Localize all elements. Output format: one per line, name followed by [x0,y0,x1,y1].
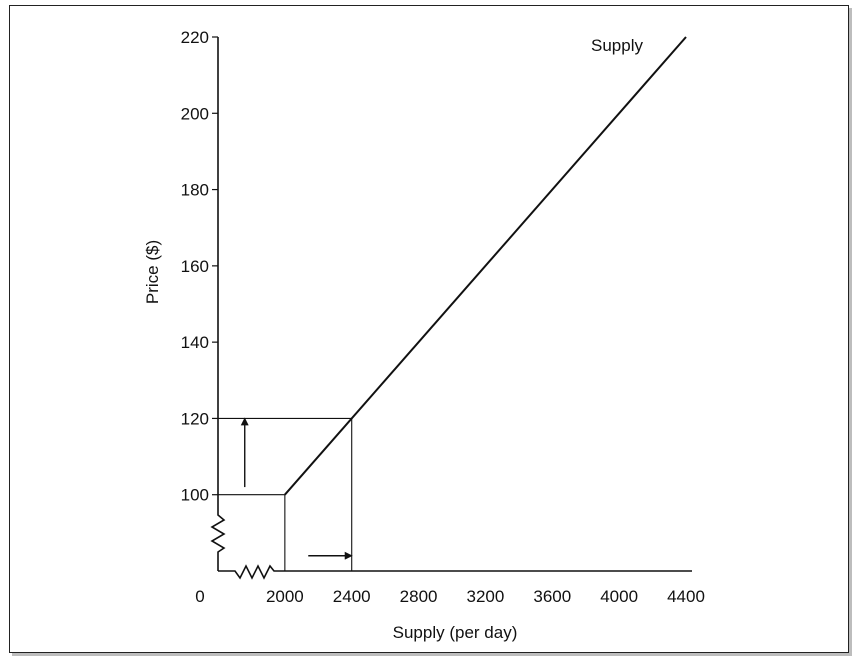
y-tick-label: 160 [181,257,209,276]
x-axis-line [218,564,692,580]
x-tick-label: 2400 [333,587,371,606]
y-tick-label: 100 [181,486,209,505]
y-tick-label: 200 [181,104,209,123]
y-axis-line [210,37,226,571]
y-tick-label: 120 [181,409,209,428]
origin-label: 0 [195,587,204,606]
y-tick-label: 140 [181,333,209,352]
supply-series-label: Supply [591,36,643,55]
x-tick-label: 4000 [600,587,638,606]
x-tick-label: 3200 [467,587,505,606]
x-tick-label: 2000 [266,587,304,606]
y-axis-label: Price ($) [143,240,162,304]
series-line-0 [284,36,687,496]
x-tick-label: 3600 [533,587,571,606]
y-tick-label: 220 [181,28,209,47]
y-tick-label: 180 [181,181,209,200]
x-tick-label: 2800 [400,587,438,606]
x-axis-label: Supply (per day) [393,623,518,642]
x-tick-label: 4400 [667,587,705,606]
